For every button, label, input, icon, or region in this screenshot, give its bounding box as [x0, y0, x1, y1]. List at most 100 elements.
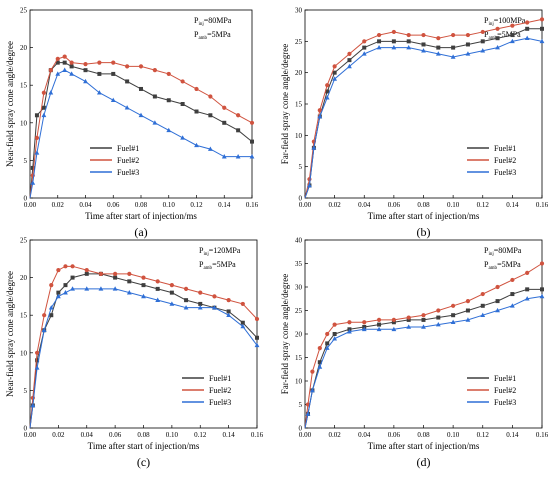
panel-1-data-point — [480, 29, 485, 35]
panel-3-y-tick-label: 0 — [299, 425, 303, 433]
panel-2: 0.00 0.02 0.04 0.06 0.08 0.10 0.12 0.14 0.16 0 5 10… — [5, 237, 264, 470]
panel-0-data-point — [111, 60, 116, 65]
panel-3-data-point — [436, 308, 441, 313]
panel-3-data-point — [361, 326, 367, 332]
panel-3-data-point — [324, 345, 330, 350]
panel-0-data-point — [180, 102, 185, 106]
panel-3-y-axis-label: Far-field spray cone angle/degree — [280, 274, 290, 395]
panel-0-legend-label: Fuel#2 — [117, 156, 139, 165]
panel-1-series-3 — [304, 35, 545, 199]
panel-0: 0.00 0.02 0.04 0.06 0.08 0.10 0.12 0.14 0.16 0 5 10… — [5, 7, 259, 240]
panel-3-data-point — [332, 322, 337, 327]
panel-1-data-point — [525, 26, 530, 31]
panel-2-data-point — [212, 294, 217, 299]
panel-2-legend-label: Fuel#3 — [209, 398, 231, 407]
panel-2-data-point — [255, 335, 259, 340]
panel-0-data-point — [48, 90, 54, 95]
panel-1-data-point — [539, 38, 545, 44]
panel-3-y-tick-label: 40 — [295, 237, 303, 245]
panel-1-data-point — [421, 32, 426, 38]
panel-0-data-point — [110, 97, 116, 103]
panel-1-data-point — [376, 45, 382, 50]
panel-2-data-point — [141, 275, 146, 280]
panel-2-data-point — [49, 283, 54, 288]
panel-3-data-point — [480, 291, 485, 297]
panel-2-data-point — [184, 298, 189, 303]
panel-1-y-tick-label: 20 — [295, 69, 303, 77]
panel-1-data-point — [307, 177, 312, 182]
panel-0-data-point — [207, 146, 213, 151]
panel-1-data-point — [307, 182, 312, 188]
panel-3-data-point — [406, 317, 411, 322]
panel-1-data-point — [509, 38, 515, 44]
panel-2-data-point — [240, 323, 246, 329]
panel-3-data-point — [376, 317, 382, 322]
panel-0-y-tick-label: 25 — [20, 7, 28, 15]
panel-3-data-point — [539, 293, 545, 299]
panel-2-data-point — [226, 312, 232, 317]
panel-0-condition-label: Pinj=80MPa — [194, 16, 232, 27]
panel-3-data-point — [495, 299, 500, 304]
panel-2-y-axis-label: Near-field spray cone angle/degree — [5, 271, 15, 397]
panel-0-data-point — [222, 120, 227, 125]
panel-1-data-point — [332, 76, 338, 81]
panel-3-data-point — [539, 261, 545, 266]
panel-3-series-3 — [304, 293, 545, 429]
panel-1-data-point — [325, 89, 330, 94]
panel-2-x-tick-label: 0.12 — [194, 431, 207, 439]
panel-2-condition-label: Pinj=120MPa — [199, 246, 241, 257]
panel-0-data-point — [125, 64, 130, 69]
panel-2-data-point — [155, 297, 161, 302]
panel-1-condition-label: Pinj=100MPa — [484, 16, 526, 27]
panel-2-x-tick-label: 0.04 — [81, 431, 94, 439]
panel-0-data-point — [62, 54, 67, 59]
panel-2-x-tick-label: 0.14 — [223, 431, 236, 439]
panel-3-y-tick-label: 25 — [295, 307, 303, 315]
panel-3-data-point — [451, 303, 456, 308]
panel-0-data-point — [97, 71, 102, 76]
panel-3-series-2 — [304, 261, 545, 429]
panel-2-x-tick-label: 0.00 — [24, 431, 37, 439]
panel-0-data-point — [180, 135, 186, 140]
panel-0-data-point — [235, 154, 241, 159]
panel-3-data-point — [317, 364, 323, 369]
panel-0-data-point — [97, 60, 102, 65]
panel-3-data-point — [540, 287, 544, 292]
panel-2-data-point — [254, 342, 260, 348]
panel-0-y-axis-label: Near-field spray cone angle/degree — [5, 41, 15, 167]
panel-2-data-point — [63, 264, 68, 269]
panel-0-data-point — [34, 113, 39, 118]
panel-1-data-point — [391, 29, 396, 35]
panel-2-data-point — [55, 293, 61, 299]
panel-2-data-point — [56, 267, 61, 273]
panel-3-data-point — [465, 299, 471, 304]
panel-3-data-point — [465, 308, 470, 313]
panel-1-x-tick-label: 0.06 — [388, 201, 401, 209]
panel-0-data-point — [83, 62, 88, 67]
panel-3-data-point — [310, 369, 315, 374]
panel-0-data-point — [55, 60, 60, 65]
panel-0-panel-label: (a) — [134, 225, 147, 239]
panel-3-panel-label: (d) — [417, 455, 431, 469]
panel-3-data-point — [510, 277, 515, 283]
panel-1-y-tick-label: 25 — [295, 38, 303, 46]
panel-3-data-point — [325, 341, 330, 346]
panel-0-x-tick-label: 0.02 — [52, 201, 65, 209]
panel-1-data-point — [421, 42, 426, 47]
panel-1-series-2 — [304, 17, 545, 199]
panel-3-data-point — [524, 296, 530, 301]
panel-3-y-tick-label: 10 — [295, 378, 303, 386]
panel-3-data-point — [310, 387, 315, 393]
panel-3-x-axis-label: Time after start of injection/ms — [368, 441, 480, 451]
panel-1-data-point — [436, 36, 441, 41]
panel-2-legend-label: Fuel#2 — [209, 386, 231, 395]
panel-1-data-point — [311, 145, 317, 150]
panel-0-data-point — [30, 165, 35, 170]
panel-1-x-tick-label: 0.04 — [358, 201, 371, 209]
panel-2-condition-label: Pamb=5MPa — [199, 260, 236, 271]
panel-3-data-point — [305, 411, 311, 416]
panel-0-data-point — [69, 64, 74, 69]
panel-1-x-tick-label: 0.14 — [506, 201, 519, 209]
panel-0-data-point — [69, 71, 75, 76]
panel-1-data-point — [539, 17, 545, 22]
